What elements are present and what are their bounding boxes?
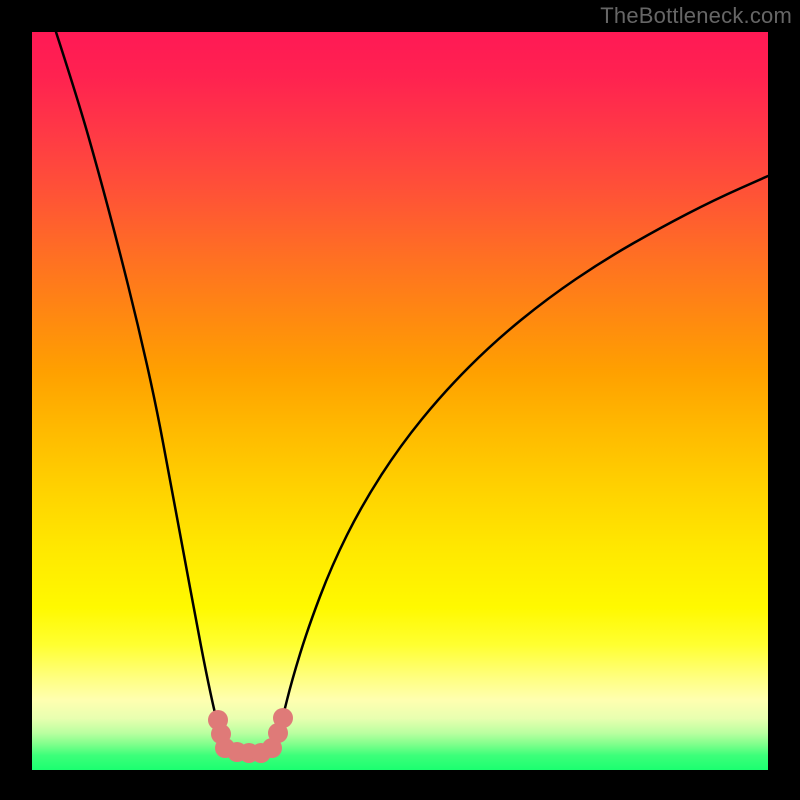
plot-area bbox=[32, 32, 768, 770]
right-curve bbox=[277, 176, 768, 740]
valley-marker bbox=[208, 708, 293, 763]
curves-layer bbox=[0, 0, 800, 800]
watermark: TheBottleneck.com bbox=[600, 3, 792, 29]
left-curve bbox=[56, 32, 222, 740]
valley-dot bbox=[273, 708, 293, 728]
